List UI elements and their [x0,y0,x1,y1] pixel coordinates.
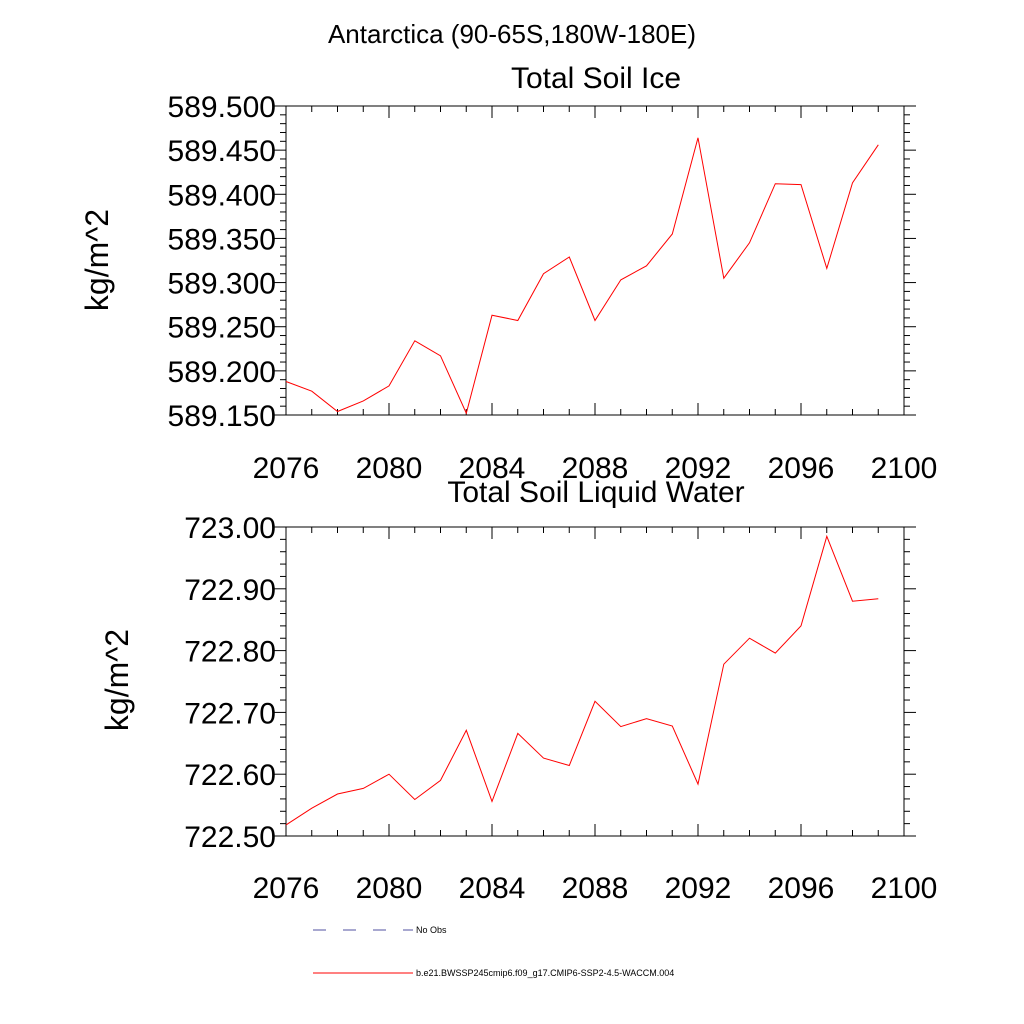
x-tick-label: 2080 [356,452,423,485]
y-tick-label: 589.250 [168,312,276,345]
y-tick-label: 722.70 [184,697,276,730]
x-tick-label: 2100 [871,872,938,905]
x-tick-label: 2076 [253,452,320,485]
x-tick-label: 2088 [562,452,629,485]
series-line [285,137,879,415]
panel-title: Total Soil Ice [511,62,681,95]
y-tick-label: 589.200 [168,356,276,389]
y-tick-label: 722.80 [184,636,276,669]
x-tick-label: 2100 [871,452,938,485]
y-axis-label: kg/m^2 [79,209,115,311]
x-tick-label: 2084 [459,452,526,485]
series-line [285,534,879,826]
panel-title: Total Soil Liquid Water [447,476,744,509]
x-tick-label: 2096 [768,872,835,905]
x-tick-label: 2088 [562,872,629,905]
plot-frame [285,105,905,416]
legend-label-model: b.e21.BWSSP245cmip6.f09_g17.CMIP6-SSP2-4… [416,968,674,978]
y-tick-label: 722.90 [184,574,276,607]
y-tick-label: 589.450 [168,135,276,168]
y-tick-label: 589.150 [168,400,276,433]
legend: No Obs b.e21.BWSSP245cmip6.f09_g17.CMIP6… [313,925,674,978]
plot-frame [285,526,905,837]
x-tick-label: 2084 [459,872,526,905]
y-tick-label: 722.50 [184,821,276,854]
panel-total-soil-liquid-water: Total Soil Liquid Water kg/m^2 2076 2080 2… [99,476,937,905]
legend-label-no-obs: No Obs [416,925,447,935]
y-tick-label: 723.00 [184,512,276,545]
y-tick-label: 589.300 [168,268,276,301]
figure-title: Antarctica (90-65S,180W-180E) [328,19,696,49]
y-axis-label: kg/m^2 [99,629,135,731]
y-tick-label: 589.400 [168,179,276,212]
x-tick-label: 2096 [768,452,835,485]
x-tick-label: 2076 [253,872,320,905]
y-tick-label: 722.60 [184,759,276,792]
y-tick-label: 589.350 [168,223,276,256]
panel-total-soil-ice: Total Soil Ice kg/m^2 2076 2080 2084 2088 20… [79,62,937,485]
y-tick-label: 589.500 [168,91,276,124]
x-tick-label: 2080 [356,872,423,905]
x-tick-label: 2092 [665,452,732,485]
x-tick-label: 2092 [665,872,732,905]
